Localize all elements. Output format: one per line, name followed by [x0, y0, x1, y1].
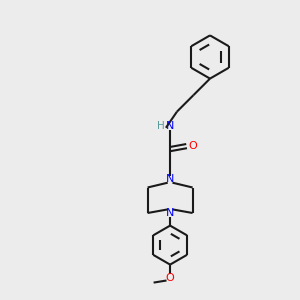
- Text: N: N: [166, 121, 174, 131]
- Text: N: N: [166, 174, 174, 184]
- Text: O: O: [188, 141, 197, 151]
- Text: H: H: [157, 121, 164, 131]
- Text: N: N: [166, 208, 174, 218]
- Text: O: O: [166, 273, 175, 283]
